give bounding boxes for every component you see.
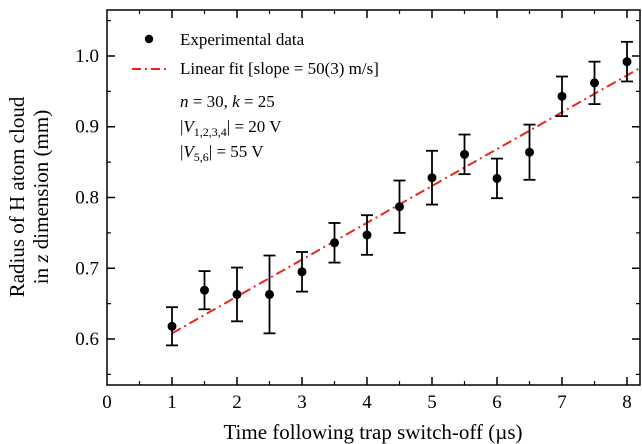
x-tick-label: 4 [362,392,372,413]
data-point [362,230,372,240]
data-point [492,173,502,183]
data-point [232,289,242,299]
x-tick-label: 1 [167,392,177,413]
x-tick-label: 3 [297,392,307,413]
data-point [395,202,404,212]
x-tick-label: 2 [232,392,242,413]
annotation-v1234: |V1,2,3,4| = 20 V [180,117,282,139]
data-point [557,91,567,101]
y-tick-label: 0.9 [75,117,99,138]
legend: Experimental data Linear fit [slope = 50… [132,30,379,78]
y-axis-title-line2: in z dimension (mm) [29,110,53,284]
y-tick-label: 0.6 [75,329,99,350]
y-axis-title-line1: Radius of H atom cloud [5,96,29,297]
y-tick-label: 1.0 [75,46,99,67]
y-axis-title: Radius of H atom cloud in z dimension (m… [5,96,53,297]
x-tick-label: 6 [492,392,502,413]
data-point [525,147,534,157]
x-axis-title: Time following trap switch-off (µs) [223,420,522,444]
data-point [200,285,209,295]
x-tick-label: 8 [622,392,632,413]
parameter-annotations: n = 30, k = 25 |V1,2,3,4| = 20 V |V5,6| … [180,92,282,164]
x-tick-label: 0 [102,392,112,413]
x-tick-label: 5 [427,392,437,413]
data-point [622,57,632,67]
data-point [330,238,339,248]
data-point [590,78,599,88]
data-point [427,173,437,183]
y-tick-label: 0.8 [75,188,99,209]
legend-label-experimental: Experimental data [180,30,305,49]
annotation-n-k: n = 30, k = 25 [180,92,275,111]
data-point [265,289,274,299]
data-point [297,267,307,277]
data-points-layer [166,40,633,347]
data-point [167,321,177,331]
axis-ticks: 0 1 2 3 4 5 6 7 8 0.6 0.7 0.8 0.9 1.0 [75,10,640,413]
y-tick-label: 0.7 [75,258,99,279]
x-tick-label: 7 [557,392,567,413]
legend-label-fit: Linear fit [slope = 50(3) m/s] [180,59,379,78]
legend-marker-experimental [144,34,154,44]
data-point [460,149,469,159]
annotation-v56: |V5,6| = 55 V [180,142,264,164]
